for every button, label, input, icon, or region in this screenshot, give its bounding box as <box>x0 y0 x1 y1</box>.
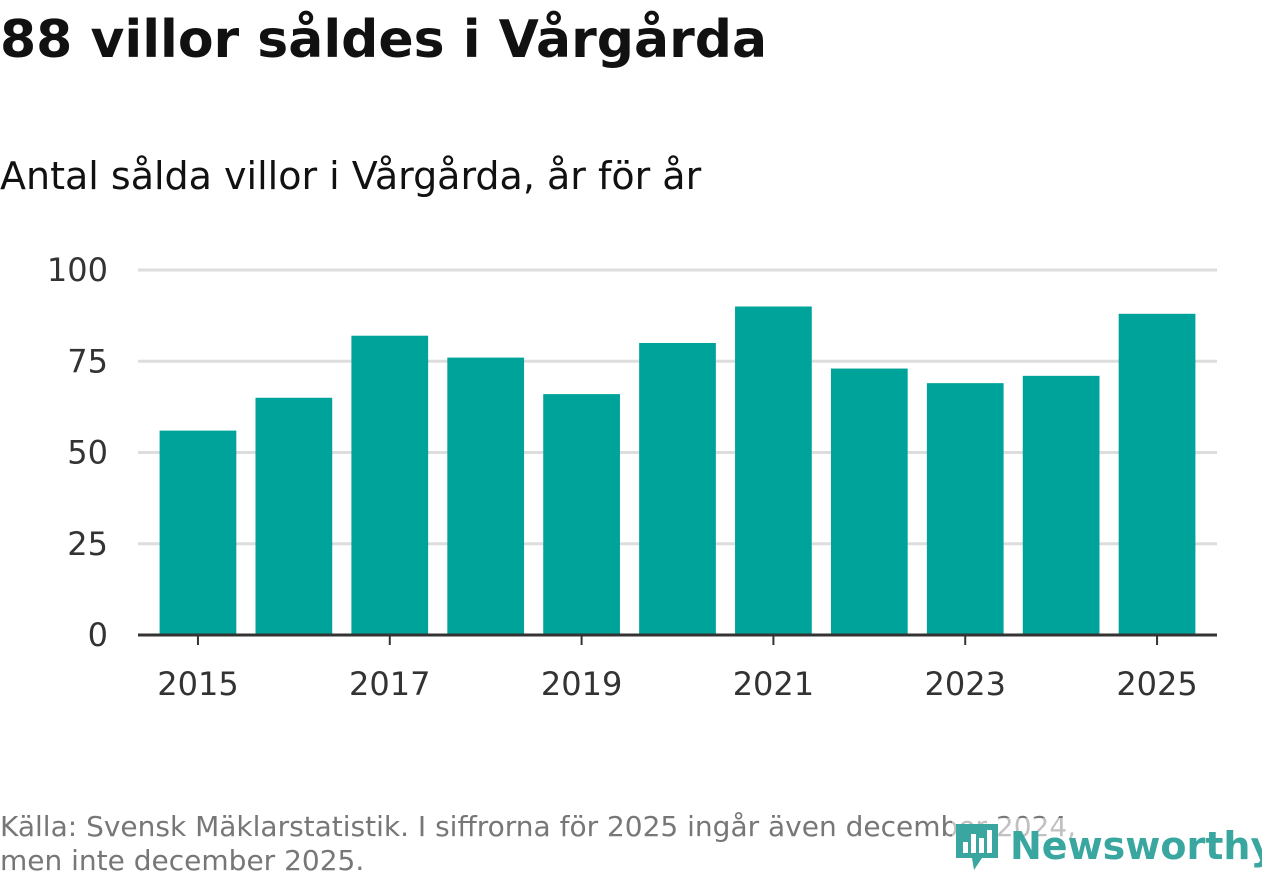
source-line-1: Källa: Svensk Mäklarstatistik. I siffror… <box>0 810 1077 843</box>
x-tick-label-2019: 2019 <box>541 665 622 703</box>
y-tick-label-50: 50 <box>67 434 108 472</box>
source-note: Källa: Svensk Mäklarstatistik. I siffror… <box>0 810 1210 878</box>
chart-title: 88 villor såldes i Vårgårda <box>0 10 768 70</box>
bar-2016 <box>255 397 333 635</box>
newsworthy-logo-icon <box>956 824 998 870</box>
bar-2018 <box>447 357 525 635</box>
bar-2025 <box>1118 313 1196 635</box>
x-tick-label-2023: 2023 <box>925 665 1006 703</box>
y-tick-label-0: 0 <box>88 616 108 654</box>
logo-text: Newsworthy <box>1010 824 1262 868</box>
chart-subtitle: Antal sålda villor i Vårgårda, år för år <box>0 154 702 198</box>
bar-2015 <box>159 430 237 635</box>
y-tick-label-100: 100 <box>47 251 108 289</box>
y-tick-label-75: 75 <box>67 342 108 380</box>
y-tick-label-25: 25 <box>67 525 108 563</box>
bar-2023 <box>926 383 1004 635</box>
bar-2017 <box>351 335 429 635</box>
bar-2024 <box>1022 375 1100 635</box>
x-tick-label-2025: 2025 <box>1116 665 1197 703</box>
source-line-2: men inte december 2025. <box>0 844 365 877</box>
x-tick-label-2015: 2015 <box>157 665 238 703</box>
newsworthy-logo: Newsworthy <box>952 818 1262 874</box>
x-tick-label-2017: 2017 <box>349 665 430 703</box>
x-tick-label-2021: 2021 <box>733 665 814 703</box>
bar-2019 <box>543 394 620 635</box>
bar-2021 <box>735 306 812 635</box>
bar-2020 <box>639 343 716 635</box>
bar-2022 <box>830 368 908 635</box>
